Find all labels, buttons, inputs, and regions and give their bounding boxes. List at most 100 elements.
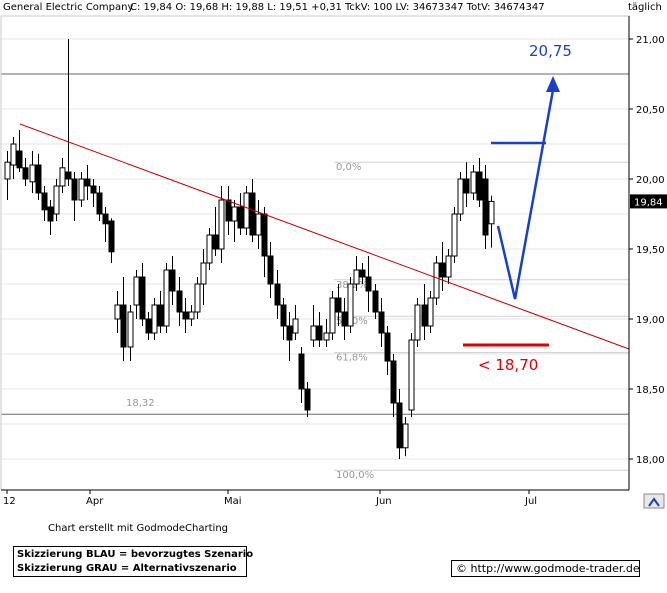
candle — [212, 207, 219, 256]
candle-body — [451, 213, 458, 257]
candle-body — [365, 276, 372, 292]
website-link[interactable]: © http://www.godmode-trader.de — [451, 560, 640, 577]
fib-label: 100,0% — [336, 470, 374, 481]
candle — [421, 284, 428, 340]
axes: 18,00 18,50 19,00 19,50 20,00 20,50 21,00 12 Apr… — [0, 15, 667, 507]
candle-body — [408, 339, 415, 411]
candle — [445, 249, 452, 284]
candle-body — [145, 318, 152, 334]
support-label: 18,32 — [126, 398, 155, 409]
candle-body — [10, 143, 17, 166]
candle — [47, 200, 54, 235]
candle-body — [463, 178, 470, 194]
candle-body — [414, 304, 421, 341]
candle-body — [90, 185, 97, 194]
candle — [163, 263, 170, 333]
candle — [59, 158, 66, 193]
fib-label: 61,8% — [336, 353, 368, 364]
candle — [488, 195, 495, 248]
candle-body — [316, 325, 323, 341]
overlay-drawings: 20,75 < 18,70 — [19, 42, 630, 374]
target-down-label: < 18,70 — [478, 356, 538, 374]
fibonacci-levels: 0,0%38,2%50,0%61,8%100,0% — [334, 161, 629, 481]
candle — [298, 347, 305, 403]
legend-box: Skizzierung BLAU = bevorzugtes Szenario … — [13, 546, 253, 577]
candle — [292, 305, 299, 340]
candle-body — [347, 283, 354, 327]
candle-body — [29, 164, 36, 183]
candle-body — [267, 255, 274, 285]
candle-body — [476, 171, 483, 201]
period-label: täglich — [628, 2, 662, 13]
last-price-label: 19,84 — [634, 197, 663, 208]
candle-body — [218, 199, 225, 250]
candle-body — [47, 206, 54, 222]
candle — [102, 207, 109, 242]
candle — [463, 162, 470, 207]
candle — [457, 172, 464, 221]
x-tick-label: Mai — [224, 496, 242, 507]
candle-body — [488, 200, 495, 225]
candle — [231, 200, 238, 242]
scenario-path — [496, 89, 555, 300]
candle-body — [225, 199, 232, 222]
candle — [71, 172, 78, 221]
candle — [408, 333, 415, 417]
y-tick-label: 19,50 — [636, 245, 665, 256]
candle-body — [457, 178, 464, 215]
candle — [335, 284, 342, 326]
candle — [176, 277, 183, 326]
candle-body — [114, 304, 121, 320]
candle — [108, 218, 115, 263]
candle — [372, 284, 379, 319]
candle — [182, 298, 189, 333]
candle-body — [206, 234, 213, 264]
candle — [286, 312, 293, 361]
candle — [476, 158, 483, 207]
candle — [127, 305, 134, 361]
y-tick-label: 20,00 — [636, 175, 665, 186]
candle-body — [304, 388, 311, 411]
candle — [402, 417, 409, 457]
candle — [133, 270, 140, 319]
candle — [96, 186, 103, 221]
x-tick-label: 12 — [3, 496, 16, 507]
candle — [53, 179, 60, 221]
x-tick-label: Jul — [524, 496, 537, 507]
y-tick-label: 21,00 — [636, 35, 665, 46]
candle-body — [59, 167, 66, 187]
candle-body — [255, 213, 262, 236]
candle — [390, 354, 397, 417]
candle-body — [329, 297, 336, 334]
candle-body — [133, 276, 140, 306]
candle — [114, 291, 121, 333]
chart-title: General Electric Company — [3, 2, 133, 13]
y-tick-label: 20,50 — [636, 105, 665, 116]
candle-body — [200, 262, 207, 285]
candle — [414, 298, 421, 347]
candle-body — [249, 192, 256, 236]
target-up-label: 20,75 — [529, 42, 572, 60]
candle-body — [182, 311, 189, 320]
candle-body — [53, 185, 60, 215]
candle-body — [231, 206, 238, 222]
candle-body — [292, 318, 299, 334]
chart-menu-button[interactable] — [643, 493, 665, 509]
candle — [16, 130, 23, 172]
candle-body — [102, 213, 109, 225]
candle-body — [151, 304, 158, 334]
candle — [249, 179, 256, 242]
y-tick-label: 18,50 — [636, 385, 665, 396]
candle-body — [402, 423, 409, 449]
candle-body — [439, 262, 446, 278]
candle — [359, 263, 366, 284]
candle — [206, 228, 213, 270]
candle — [90, 179, 97, 207]
candle — [4, 151, 11, 200]
candle — [427, 291, 434, 333]
candle-body — [108, 220, 115, 253]
candle-body — [22, 167, 29, 180]
candle — [10, 137, 17, 179]
candle — [280, 298, 287, 340]
